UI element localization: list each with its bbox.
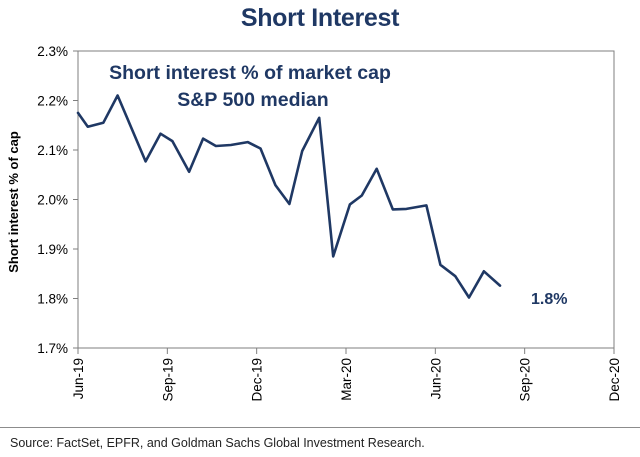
y-axis-label: Short interest % of cap <box>6 131 21 273</box>
x-tick-label: Dec-20 <box>607 358 622 402</box>
y-tick-label: 2.1% <box>37 143 68 158</box>
chart-area: 1.7% 1.8% 1.9% 2.0% 2.1% 2.2% 2.3% Jun-19 Sep-1… <box>6 44 622 402</box>
series-group <box>76 94 502 299</box>
y-tick-labels: 1.7% 1.8% 1.9% 2.0% 2.1% 2.2% 2.3% <box>37 44 68 356</box>
x-tick-label: Sep-19 <box>160 358 175 402</box>
end-value-label: 1.8% <box>531 291 567 308</box>
y-tick-label: 2.3% <box>37 44 68 59</box>
source-note: Source: FactSet, EPFR, and Goldman Sachs… <box>10 436 425 450</box>
x-tick-label: Mar-20 <box>339 358 354 401</box>
y-tick-label: 2.0% <box>37 193 68 208</box>
chart-annotation-line-2: S&P 500 median <box>177 89 328 111</box>
y-tick-label: 1.9% <box>37 242 68 257</box>
chart-annotation-line-1: Short interest % of market cap <box>109 62 391 84</box>
x-tick-labels: Jun-19 Sep-19 Dec-19 Mar-20 Jun-20 Sep-20 Dec-… <box>71 358 622 402</box>
series-line <box>76 94 502 299</box>
x-tick-label: Dec-19 <box>250 358 265 402</box>
x-tick-label: Sep-20 <box>518 358 533 402</box>
axis-ticks <box>73 50 615 354</box>
y-tick-label: 2.2% <box>37 94 68 109</box>
y-tick-label: 1.7% <box>37 341 68 356</box>
x-tick-label: Jun-19 <box>71 358 86 399</box>
x-tick-label: Jun-20 <box>428 358 443 399</box>
footer-divider <box>0 427 640 428</box>
y-tick-label: 1.8% <box>37 292 68 307</box>
figure-title: Short Interest <box>240 4 400 32</box>
